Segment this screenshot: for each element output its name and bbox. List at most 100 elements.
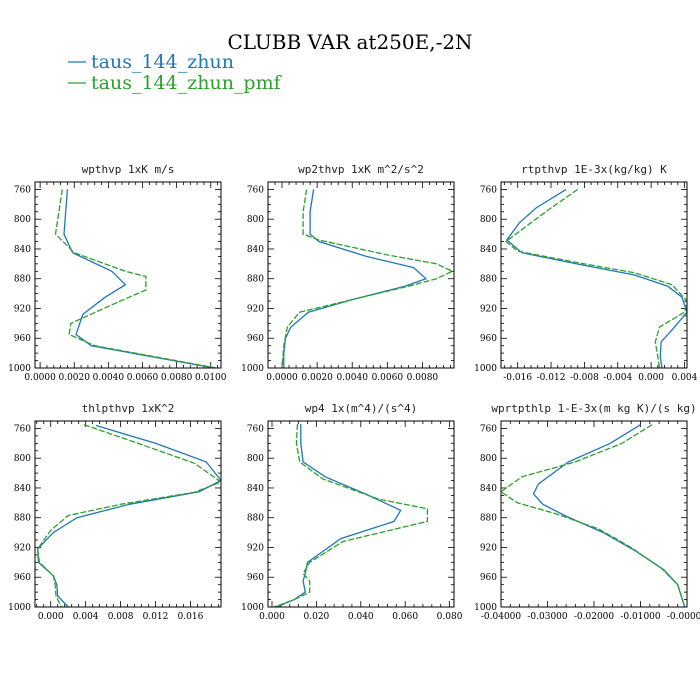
- x-tick-label: 0.000: [259, 612, 285, 622]
- y-tick-label: 840: [247, 484, 264, 494]
- y-tick-label: 920: [14, 304, 31, 314]
- x-tick-label: 0.0000: [266, 373, 298, 383]
- y-tick-label: 1000: [474, 603, 497, 613]
- plot-frame: [34, 181, 222, 369]
- x-tick-label: 0.0040: [336, 373, 368, 383]
- y-tick-label: 1000: [8, 364, 31, 374]
- x-tick-label: 0.0080: [161, 373, 193, 383]
- y-tick-label: 960: [14, 334, 31, 344]
- y-tick-label: 1000: [474, 364, 497, 374]
- series-line-zhun: [532, 424, 686, 607]
- x-tick-label: -0.004: [603, 373, 632, 383]
- panel-5: wp4 1x(m^4)/(s^4)76080084088092096010000…: [241, 402, 463, 622]
- x-tick-label: 0.0060: [372, 373, 404, 383]
- figure-title: CLUBB VAR at250E,-2N: [227, 30, 472, 54]
- series-line-zhun-pmf: [281, 189, 454, 368]
- x-tick-label: -0.012: [537, 373, 566, 383]
- y-tick-label: 760: [14, 424, 31, 434]
- plot-frame: [267, 181, 455, 369]
- panel-6: wprtpthlp 1-E-3x(m kg K)/(s kg) 760 800 840…: [474, 402, 700, 622]
- series-line-zhun-pmf: [501, 424, 686, 607]
- x-tick-label: -0.01000: [620, 612, 661, 622]
- panel-3: rtpthvp 1E-3x(kg/kg) K 760 800 840 880 920 960…: [474, 163, 698, 383]
- x-tick-label: 0.004: [73, 612, 99, 622]
- y-tick-label: 1000: [241, 603, 264, 613]
- x-tick-label: 0.080: [437, 612, 463, 622]
- x-tick-label: -0.016: [503, 373, 532, 383]
- y-tick-label: 880: [480, 514, 497, 524]
- series-line-zhun: [36, 424, 221, 607]
- y-tick-label: 800: [247, 454, 264, 464]
- y-tick-label: 840: [480, 484, 497, 494]
- y-tick-label: 960: [14, 573, 31, 583]
- y-tick-label: 840: [14, 484, 31, 494]
- y-tick-label: 960: [480, 334, 497, 344]
- series-line-zhun-pmf: [54, 189, 217, 368]
- x-tick-label: 0.000: [638, 373, 664, 383]
- panel-title: thlpthvp 1xK^2: [82, 402, 175, 415]
- legend: taus_144_zhun taus_144_zhun_pmf: [68, 51, 283, 94]
- y-tick-label: 880: [247, 275, 264, 285]
- x-tick-label: 0.040: [348, 612, 374, 622]
- x-tick-label: 0.016: [178, 612, 204, 622]
- panel-title: rtpthvp 1E-3x(kg/kg) K: [521, 163, 667, 176]
- panel-2: wp2thvp 1xK m^2/s^2 760 800 840 880 920 960 100…: [241, 163, 455, 383]
- y-tick-label: 880: [14, 514, 31, 524]
- x-tick-label: 0.004: [672, 373, 698, 383]
- series-line-zhun-pmf: [504, 188, 687, 368]
- panel-title: wpthvp 1xK m/s: [82, 163, 175, 176]
- x-tick-label: 0.020: [304, 612, 330, 622]
- y-tick-label: 960: [247, 334, 264, 344]
- y-tick-label: 840: [480, 245, 497, 255]
- y-tick-label: 800: [247, 215, 264, 225]
- series-line-zhun-pmf: [36, 424, 221, 607]
- x-tick-label: -0.02000: [574, 612, 615, 622]
- y-tick-label: 760: [247, 424, 264, 434]
- x-tick-label: -0.04000: [481, 612, 522, 622]
- plot-frame: [34, 420, 222, 608]
- y-tick-label: 920: [480, 304, 497, 314]
- y-tick-label: 920: [247, 543, 264, 553]
- series-line-zhun: [276, 424, 402, 607]
- panel-title: wprtpthlp 1-E-3x(m kg K)/(s kg): [491, 402, 696, 415]
- panel-title: wp4 1x(m^4)/(s^4): [305, 402, 418, 415]
- x-tick-label: 0.060: [392, 612, 418, 622]
- y-tick-label: 800: [480, 215, 497, 225]
- x-tick-label: 0.0100: [195, 373, 227, 383]
- x-tick-label: 0.000: [38, 612, 64, 622]
- x-tick-label: 0.0080: [407, 373, 439, 383]
- plot-frame: [267, 420, 455, 608]
- y-tick-label: 880: [14, 275, 31, 285]
- y-tick-label: 840: [247, 245, 264, 255]
- y-tick-label: 880: [247, 514, 264, 524]
- y-tick-label: 760: [14, 185, 31, 195]
- legend-label-zhun-pmf: taus_144_zhun_pmf: [91, 72, 283, 94]
- panel-4: thlpthvp 1xK^2 760 800 840 880 920 960 1000 0.00…: [8, 402, 222, 622]
- plot-frame: [500, 420, 688, 608]
- y-tick-label: 920: [247, 304, 264, 314]
- y-tick-label: 800: [14, 215, 31, 225]
- x-tick-label: 0.008: [108, 612, 134, 622]
- x-tick-label: 0.0020: [301, 373, 333, 383]
- y-tick-label: 920: [480, 543, 497, 553]
- legend-label-zhun: taus_144_zhun: [91, 51, 234, 73]
- x-tick-label: 0.0020: [58, 373, 90, 383]
- x-tick-label: 0.0040: [93, 373, 125, 383]
- series-line-zhun: [505, 188, 687, 368]
- series-line-zhun: [283, 189, 428, 368]
- y-tick-label: 920: [14, 543, 31, 553]
- panel-title: wp2thvp 1xK m^2/s^2: [298, 163, 424, 176]
- x-tick-label: 0.012: [143, 612, 169, 622]
- y-tick-label: 760: [247, 185, 264, 195]
- x-tick-label: 0.0000: [24, 373, 56, 383]
- x-tick-label: 0.0060: [127, 373, 159, 383]
- series-line-zhun: [63, 189, 215, 368]
- y-tick-label: 880: [480, 275, 497, 285]
- panel-1: wpthvp 1xK m/s76080084088092096010000.00…: [8, 163, 227, 383]
- y-tick-label: 960: [247, 573, 264, 583]
- y-tick-label: 800: [14, 454, 31, 464]
- y-tick-label: 760: [480, 424, 497, 434]
- x-tick-label: -0.03000: [527, 612, 568, 622]
